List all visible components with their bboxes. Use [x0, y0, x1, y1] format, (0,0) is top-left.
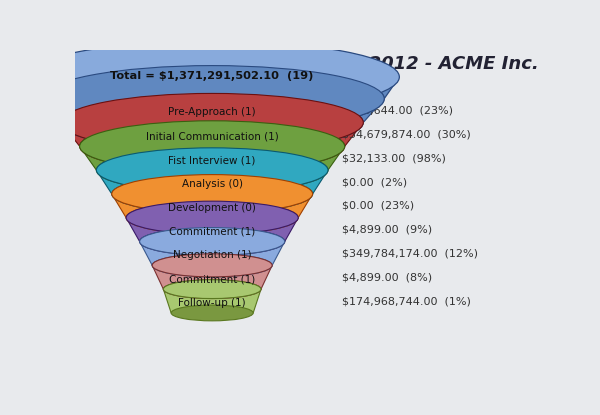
- Ellipse shape: [140, 227, 285, 256]
- Text: $349,784,174.00  (12%): $349,784,174.00 (12%): [343, 249, 478, 259]
- Ellipse shape: [126, 201, 298, 234]
- Polygon shape: [112, 194, 313, 218]
- Text: Sales Pipeline at end of Feb 2012 - ACME Inc.: Sales Pipeline at end of Feb 2012 - ACME…: [80, 55, 538, 73]
- Ellipse shape: [112, 175, 313, 213]
- Text: Development (0): Development (0): [168, 203, 256, 213]
- Ellipse shape: [152, 254, 272, 277]
- Polygon shape: [140, 242, 285, 265]
- Polygon shape: [25, 77, 400, 99]
- Text: $32,133.00  (98%): $32,133.00 (98%): [343, 153, 446, 163]
- Polygon shape: [40, 99, 384, 122]
- Ellipse shape: [97, 148, 328, 193]
- Text: Commitment (1): Commitment (1): [169, 274, 256, 284]
- Text: Follow-up (1): Follow-up (1): [178, 298, 246, 308]
- Text: Total = $1,371,291,502.10  (19): Total = $1,371,291,502.10 (19): [110, 71, 314, 81]
- Ellipse shape: [61, 93, 363, 151]
- Ellipse shape: [112, 175, 313, 213]
- Text: Initial Communication (1): Initial Communication (1): [146, 131, 278, 141]
- Ellipse shape: [163, 280, 261, 298]
- Ellipse shape: [80, 121, 344, 172]
- Text: Pre-Approach (1): Pre-Approach (1): [169, 107, 256, 117]
- Polygon shape: [97, 170, 328, 194]
- Polygon shape: [126, 218, 298, 242]
- Text: Commitment (1): Commitment (1): [169, 227, 256, 237]
- Text: $54,679,874.00  (30%): $54,679,874.00 (30%): [343, 129, 471, 139]
- Ellipse shape: [163, 280, 261, 298]
- Ellipse shape: [80, 121, 344, 172]
- Text: $174,968,744.00  (1%): $174,968,744.00 (1%): [343, 296, 471, 306]
- Polygon shape: [163, 289, 261, 313]
- Text: $4,899.00  (9%): $4,899.00 (9%): [343, 225, 433, 234]
- Text: $0.00  (2%): $0.00 (2%): [343, 177, 407, 187]
- Ellipse shape: [40, 66, 384, 132]
- Text: $0.00  (23%): $0.00 (23%): [343, 201, 415, 211]
- Text: Analysis (0): Analysis (0): [182, 179, 242, 189]
- Ellipse shape: [152, 254, 272, 277]
- Text: $546,644.00  (23%): $546,644.00 (23%): [343, 105, 454, 116]
- Polygon shape: [61, 122, 364, 146]
- Polygon shape: [80, 146, 344, 170]
- Ellipse shape: [25, 41, 400, 113]
- Ellipse shape: [97, 148, 328, 193]
- Text: Negotiation (1): Negotiation (1): [173, 250, 251, 260]
- Polygon shape: [152, 265, 272, 289]
- Text: $4,899.00  (8%): $4,899.00 (8%): [343, 272, 433, 282]
- Ellipse shape: [140, 227, 285, 256]
- Text: Fist Interview (1): Fist Interview (1): [169, 155, 256, 165]
- Ellipse shape: [61, 93, 363, 151]
- Ellipse shape: [40, 66, 384, 132]
- Ellipse shape: [126, 201, 298, 234]
- Ellipse shape: [171, 305, 253, 321]
